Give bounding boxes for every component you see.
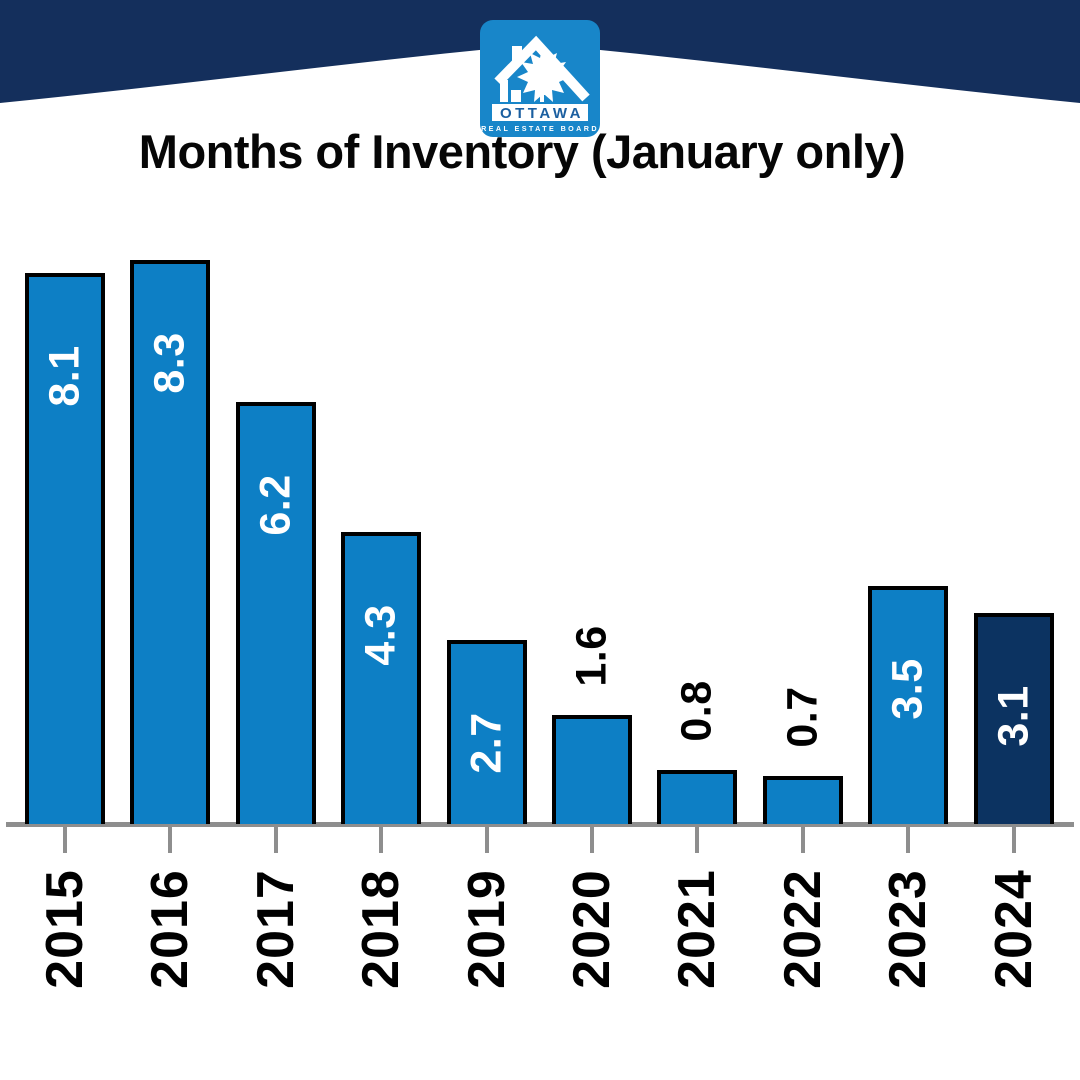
bar-value-label-2021: 0.8: [672, 679, 721, 742]
bar-value-label-2020: 1.6: [567, 625, 616, 687]
bar-2020: [552, 715, 632, 824]
x-axis-label-2023: 2023: [879, 869, 938, 989]
bar-2021: [657, 769, 738, 824]
x-axis-tick: [800, 827, 805, 853]
x-axis-label-2022: 2022: [773, 869, 832, 989]
x-axis-tick: [906, 827, 911, 853]
x-axis-tick: [695, 827, 700, 853]
logo-name-plate: [490, 102, 590, 123]
x-axis-label-2024: 2024: [984, 869, 1043, 989]
maple-leaf-icon: [517, 48, 570, 102]
banner-shape: [0, 0, 1080, 103]
bar-value-label-2019: 2.7: [462, 712, 511, 775]
bar-value-label-2024: 3.1: [989, 685, 1038, 747]
oreb-logo: OTTAWA REAL ESTATE BOARD: [480, 20, 600, 137]
logo-org-tagline: REAL ESTATE BOARD: [481, 124, 599, 133]
bar-value-label-2023: 3.5: [883, 658, 932, 720]
x-axis-tick: [1011, 827, 1016, 853]
bar-value-label-2018: 4.3: [356, 603, 405, 666]
bar-2017: [235, 402, 316, 824]
chart-title: Months of Inventory (January only): [138, 125, 906, 178]
bar-value-label-2017: 6.2: [251, 474, 300, 537]
bar-2019: [446, 640, 527, 824]
x-axis-tick: [273, 827, 278, 853]
x-axis-line: [6, 822, 1074, 827]
x-axis-tick: [379, 827, 384, 853]
x-axis-label-2018: 2018: [352, 869, 411, 989]
x-axis-label-2019: 2019: [457, 869, 516, 989]
bar-2018: [341, 531, 422, 824]
x-axis-tick: [590, 827, 594, 853]
bar-2016: [130, 259, 211, 824]
house-icon: [494, 35, 590, 104]
x-axis-tick: [168, 827, 173, 853]
bar-2023: [868, 586, 949, 824]
x-axis-label-2017: 2017: [246, 869, 305, 989]
x-axis-label-2016: 2016: [141, 869, 200, 989]
header-banner: [0, 0, 1080, 103]
bar-value-label-2016: 8.3: [145, 331, 194, 394]
bar-value-label-2015: 8.1: [40, 345, 89, 407]
x-axis-label-2021: 2021: [668, 869, 727, 989]
x-axis-tick: [63, 827, 67, 853]
x-axis-label-2020: 2020: [563, 869, 621, 989]
x-axis-tick: [484, 827, 489, 853]
bar-value-label-2022: 0.7: [778, 686, 827, 749]
bar-2024: [973, 613, 1054, 824]
x-axis-label-2015: 2015: [36, 869, 94, 989]
logo-org-name: OTTAWA: [500, 105, 584, 122]
bar-2022: [762, 776, 843, 824]
bar-2015: [25, 273, 105, 824]
